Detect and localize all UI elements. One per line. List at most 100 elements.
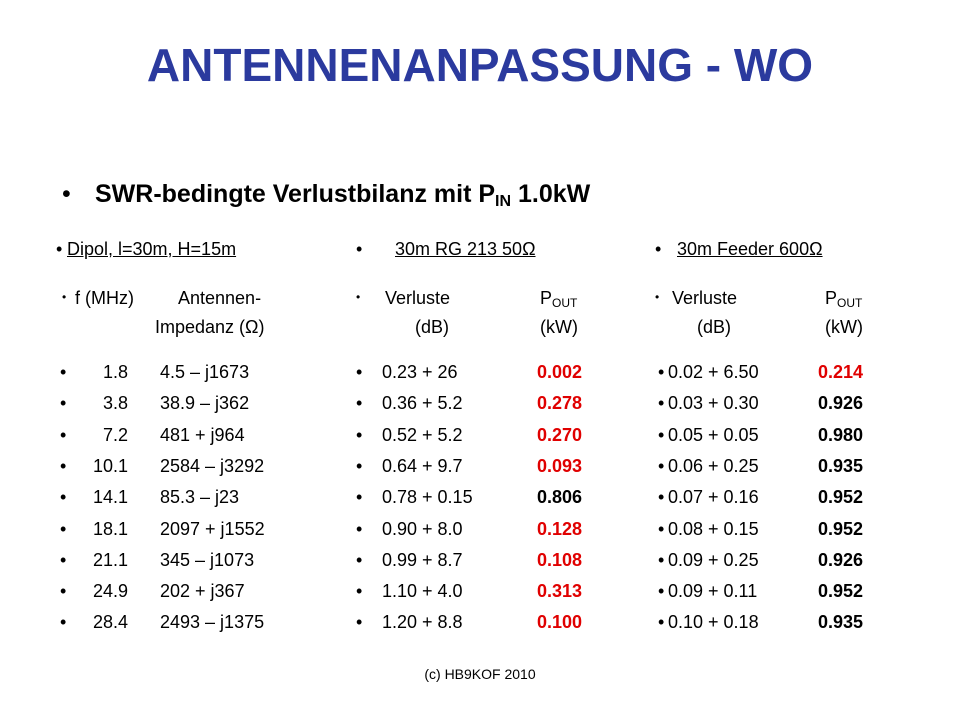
column-heading: Dipol, l=30m, H=15m — [67, 239, 237, 259]
loss: 0.36 + 5.2 — [382, 393, 463, 414]
footer: (c) HB9KOF 2010 — [424, 666, 536, 682]
loss: 0.06 + 0.25 — [668, 455, 759, 476]
output-power: 0.214 — [818, 362, 864, 382]
output-power: 0.935 — [818, 612, 864, 633]
output-power: 0.093 — [537, 455, 583, 476]
header-label: Antennen- — [178, 288, 262, 308]
impedance: 2097 + j1552 — [160, 518, 265, 539]
subtitle: SWR-bedingte Verlustbilanz mit PIN 1.0kW — [95, 182, 590, 210]
bullet: • — [356, 393, 363, 414]
loss: 0.52 + 5.2 — [382, 424, 463, 445]
bullet: • — [658, 393, 665, 414]
bullet: • — [60, 362, 67, 382]
loss: 0.23 + 26 — [382, 362, 458, 382]
output-power: 0.952 — [818, 518, 864, 539]
column-heading: 30m RG 213 50Ω — [395, 239, 536, 259]
bullet: • — [60, 487, 67, 508]
loss: 0.08 + 0.15 — [668, 518, 759, 539]
impedance: 481 + j964 — [160, 424, 245, 445]
bullet: • — [60, 612, 67, 633]
bullet: • — [356, 612, 363, 633]
loss: 0.78 + 0.15 — [382, 487, 473, 508]
header-label: Verluste — [385, 288, 451, 308]
bullet: • — [60, 393, 67, 414]
output-power: 0.806 — [537, 487, 583, 508]
impedance: 202 + j367 — [160, 581, 245, 602]
impedance: 4.5 – j1673 — [160, 362, 250, 382]
bullet: • — [56, 239, 63, 259]
output-power: 0.128 — [537, 518, 583, 539]
bullet: • — [658, 424, 665, 445]
loss: 0.90 + 8.0 — [382, 518, 463, 539]
bullet: • — [658, 487, 665, 508]
subtitle-text: SWR-bedingte Verlustbilanz mit P — [95, 180, 496, 208]
output-power: 0.980 — [818, 424, 864, 445]
output-power: 0.002 — [537, 362, 583, 382]
output-power: 0.313 — [537, 581, 583, 602]
bullet: • — [658, 612, 665, 633]
bullet: • — [658, 362, 665, 382]
output-power: 0.270 — [537, 424, 583, 445]
impedance: 38.9 – j362 — [160, 393, 250, 414]
frequency: 3.8 — [102, 393, 128, 414]
loss: 0.64 + 9.7 — [382, 455, 463, 476]
frequency: 7.2 — [102, 424, 128, 445]
frequency: 21.1 — [92, 549, 128, 570]
loss: 0.02 + 6.50 — [668, 362, 759, 382]
impedance: 345 – j1073 — [160, 549, 255, 570]
loss: 1.20 + 8.8 — [382, 612, 463, 633]
header-label: POUT — [540, 289, 577, 309]
loss: 0.05 + 0.05 — [668, 424, 759, 445]
header-unit: (dB) — [415, 317, 450, 337]
bullet: • — [60, 455, 67, 476]
output-power: 0.926 — [818, 549, 864, 570]
header-p: P — [825, 288, 838, 308]
output-power: 0.100 — [537, 612, 583, 633]
bullet: • — [658, 549, 665, 570]
header-unit: (kW) — [825, 317, 863, 337]
bullet: • — [356, 362, 363, 382]
bullet: • — [60, 581, 67, 602]
header-label: Impedanz (Ω) — [155, 317, 265, 337]
output-power: 0.926 — [818, 393, 864, 414]
bullet: • — [356, 424, 363, 445]
bullet: • — [655, 290, 660, 304]
bullet: • — [356, 239, 363, 259]
frequency: 14.1 — [92, 487, 128, 508]
bullet: • — [658, 581, 665, 602]
loss: 0.99 + 8.7 — [382, 549, 463, 570]
bullet: • — [62, 290, 67, 304]
output-power: 0.108 — [537, 549, 583, 570]
bullet: • — [356, 581, 363, 602]
loss: 0.09 + 0.11 — [668, 581, 758, 602]
bullet: • — [655, 239, 662, 259]
title: ANTENNENANPASSUNG - WO — [146, 39, 814, 91]
subtitle-subscript: IN — [495, 193, 512, 210]
frequency: 18.1 — [92, 518, 128, 539]
header-p: P — [540, 288, 553, 308]
bullet: • — [356, 518, 363, 539]
header-subscript: OUT — [552, 296, 578, 310]
bullet: • — [356, 455, 363, 476]
bullet: • — [60, 424, 67, 445]
bullet: • — [60, 518, 67, 539]
output-power: 0.952 — [818, 487, 864, 508]
subtitle-suffix: 1.0kW — [518, 180, 591, 208]
header-subscript: OUT — [837, 296, 863, 310]
header-label: f (MHz) — [75, 288, 134, 308]
frequency: 28.4 — [92, 612, 128, 633]
loss: 0.09 + 0.25 — [668, 549, 759, 570]
impedance: 2584 – j3292 — [160, 455, 265, 476]
loss: 0.03 + 0.30 — [668, 393, 759, 414]
bullet: • — [356, 290, 361, 304]
frequency: 24.9 — [92, 581, 128, 602]
bullet: • — [658, 518, 665, 539]
bullet: • — [658, 455, 665, 476]
impedance: 2493 – j1375 — [160, 612, 265, 633]
output-power: 0.278 — [537, 393, 583, 414]
bullet: • — [356, 487, 363, 508]
header-unit: (kW) — [540, 317, 578, 337]
frequency: 1.8 — [102, 362, 128, 382]
header-label: Verluste — [672, 288, 738, 308]
